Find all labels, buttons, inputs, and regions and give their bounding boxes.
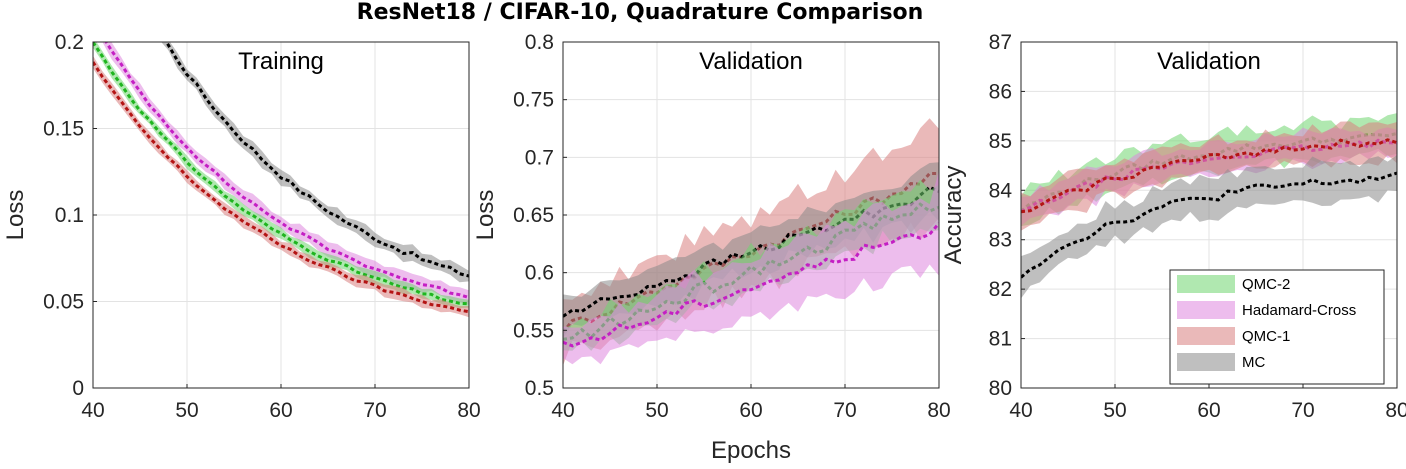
- x-tick-label: 60: [269, 399, 292, 422]
- x-tick-label: 40: [81, 399, 104, 422]
- y-tick-label: 86: [989, 80, 1012, 103]
- line-mc: [164, 42, 469, 278]
- x-tick-label: 40: [551, 399, 574, 422]
- line-hadamard-cross: [563, 222, 939, 348]
- x-tick-label: 70: [363, 399, 386, 422]
- x-tick-label: 40: [1009, 399, 1032, 422]
- y-tick-label: 83: [989, 229, 1012, 252]
- y-tick-label: 82: [989, 278, 1012, 301]
- y-tick-label: 0.5: [525, 377, 554, 400]
- y-tick-label: 0.6: [525, 262, 554, 285]
- band-hadamard-cross: [563, 170, 939, 365]
- legend-label-mc: MC: [1242, 354, 1265, 371]
- x-tick-label: 60: [1197, 399, 1220, 422]
- subplot-validation-loss: 40 50 60 70 80 0.5 0.55 0.6 0.65 0.7 0.75 0.8 Valida…: [472, 31, 951, 464]
- y-tick-label: 0.05: [43, 291, 84, 314]
- x-tick-label: 50: [175, 399, 198, 422]
- y-axis-label: Loss: [2, 190, 29, 241]
- legend-label-qmc2: QMC-2: [1242, 276, 1290, 293]
- panel-title: Training: [238, 48, 324, 75]
- legend-swatch-hadamard-cross: [1177, 301, 1235, 319]
- y-tick-label: 84: [989, 179, 1013, 202]
- x-tick-label: 50: [1103, 399, 1126, 422]
- y-axis-label: Loss: [472, 190, 499, 241]
- subplot-training-loss: 40 50 60 70 80 0 0.05 0.1 0.15 0.2 Training Loss: [2, 31, 481, 422]
- x-tick-label: 80: [1385, 399, 1406, 422]
- x-tick-label: 50: [645, 399, 668, 422]
- line-hadamard-cross: [104, 42, 469, 300]
- y-tick-label: 85: [989, 130, 1012, 153]
- legend-swatch-qmc2: [1177, 275, 1235, 293]
- y-tick-label: 0.15: [43, 118, 84, 141]
- x-axis-label: Epochs: [711, 437, 791, 464]
- y-tick-label: 0.55: [513, 319, 554, 342]
- y-tick-label: 0.1: [55, 204, 84, 227]
- line-qmc-1: [1021, 138, 1397, 214]
- figure-title: ResNet18 / CIFAR-10, Quadrature Comparis…: [357, 0, 924, 25]
- legend: QMC-2 Hadamard-Cross QMC-1 MC: [1169, 269, 1385, 385]
- legend-swatch-mc: [1177, 353, 1235, 371]
- x-tick-label: 70: [833, 399, 856, 422]
- x-tick-label: 80: [457, 399, 480, 422]
- subplot-validation-accuracy: 40 50 60 70 80 80 81 82 83 84 85 86 87 Validation Accu…: [940, 31, 1406, 422]
- x-tick-label: 80: [927, 399, 950, 422]
- band-mc: [1021, 155, 1397, 299]
- y-tick-label: 87: [989, 31, 1012, 54]
- y-tick-label: 0: [72, 377, 84, 400]
- x-tick-label: 60: [739, 399, 762, 422]
- y-tick-label: 0.65: [513, 204, 554, 227]
- panel-title: Validation: [1157, 48, 1261, 75]
- x-tick-label: 70: [1291, 399, 1314, 422]
- legend-label-hadamard-cross: Hadamard-Cross: [1242, 302, 1356, 319]
- y-tick-label: 81: [989, 328, 1012, 351]
- y-tick-label: 0.7: [525, 146, 554, 169]
- y-tick-label: 0.75: [513, 89, 554, 112]
- y-tick-label: 0.8: [525, 31, 554, 54]
- legend-label-qmc1: QMC-1: [1242, 328, 1290, 345]
- line-qmc-2: [93, 42, 469, 306]
- line-mc: [1021, 171, 1397, 279]
- y-tick-label: 80: [989, 377, 1012, 400]
- legend-swatch-qmc1: [1177, 327, 1235, 345]
- panel-title: Validation: [699, 48, 803, 75]
- y-tick-label: 0.2: [55, 31, 84, 54]
- y-axis-label: Accuracy: [940, 166, 967, 265]
- line-qmc-1: [93, 61, 469, 314]
